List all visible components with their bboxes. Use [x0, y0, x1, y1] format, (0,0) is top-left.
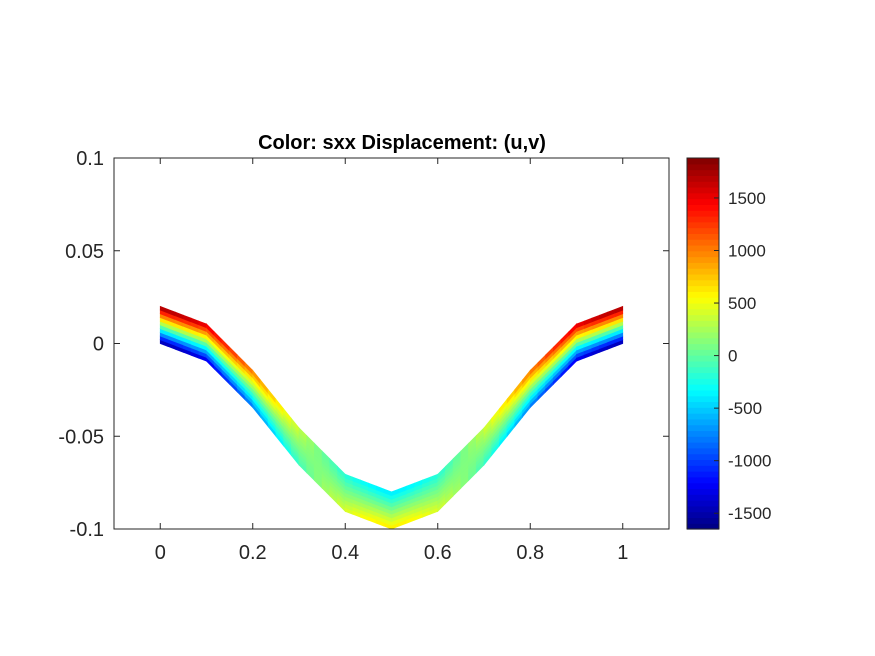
y-tick-label: -0.1 — [70, 519, 104, 541]
colorbar-segment — [687, 447, 719, 455]
colorbar-segment — [687, 389, 719, 397]
colorbar-segment — [687, 175, 719, 182]
colorbar-segment — [687, 227, 719, 234]
colorbar-segment — [687, 320, 719, 327]
colorbar-segment — [687, 471, 719, 478]
colorbar-segment — [687, 482, 719, 490]
colorbar-segment — [687, 192, 719, 200]
colorbar-segment — [687, 256, 719, 263]
colorbar-segment — [687, 517, 719, 524]
colorbar-segment — [687, 158, 719, 165]
colorbar-segment — [687, 210, 719, 217]
colorbar-segment — [687, 494, 719, 501]
colorbar-segment — [687, 297, 719, 304]
x-tick-label: 0.2 — [239, 542, 267, 564]
x-tick-label: 0.4 — [331, 542, 359, 564]
colorbar-segment — [687, 442, 719, 449]
colorbar-segment — [687, 326, 719, 333]
y-tick-label: 0 — [93, 334, 104, 356]
colorbar-segment — [687, 250, 719, 258]
colorbar-segment — [687, 453, 719, 461]
colorbar-segment — [687, 331, 719, 339]
colorbar-segment — [687, 285, 719, 292]
x-tick-label: 0.8 — [516, 542, 544, 564]
colorbar-segment — [687, 198, 719, 205]
colorbar-segment — [687, 413, 719, 420]
x-tick-label: 0 — [155, 542, 166, 564]
colorbar-segment — [687, 360, 719, 368]
y-tick-label: -0.05 — [58, 426, 104, 448]
colorbar-segment — [687, 523, 719, 530]
colorbar: 1500 1000 500 0 -500 -1000 -1500 — [686, 157, 771, 530]
colorbar-frame — [686, 157, 720, 530]
colorbar-segment — [687, 181, 719, 188]
colorbar-tick-label: -1500 — [728, 504, 771, 523]
colorbar-tick-label: -500 — [728, 399, 762, 418]
colorbar-segment — [687, 430, 719, 437]
colorbar-segment — [687, 500, 719, 507]
colorbar-segment — [687, 459, 719, 466]
colorbar-segment — [687, 372, 719, 379]
colorbar-segment — [687, 465, 719, 472]
colorbar-segment — [687, 302, 719, 310]
colorbar-tick-label: 1000 — [728, 241, 766, 260]
colorbar-segment — [687, 314, 719, 321]
colorbar-segment — [687, 407, 719, 414]
colorbar-segment — [687, 273, 719, 281]
colorbar-segment — [687, 262, 719, 269]
colorbar-segment — [687, 204, 719, 211]
colorbar-segment — [687, 215, 719, 223]
chart-title: Color: sxx Displacement: (u,v) — [258, 132, 546, 154]
y-tick-label: 0.05 — [65, 241, 104, 263]
colorbar-tick-label: 1500 — [728, 189, 766, 208]
colorbar-segment — [687, 279, 719, 287]
colorbar-segment — [687, 366, 719, 374]
colorbar-segment — [687, 511, 719, 519]
deformed-beam — [159, 305, 624, 530]
colorbar-segment — [687, 163, 719, 171]
colorbar-segment — [687, 337, 719, 345]
colorbar-segment — [687, 291, 719, 298]
colorbar-segment — [687, 186, 719, 194]
colorbar-segment — [687, 384, 719, 391]
y-tick-label: 0.1 — [76, 148, 104, 170]
colorbar-segment — [687, 401, 719, 408]
colorbar-tick-label: 0 — [728, 347, 737, 366]
colorbar-segment — [687, 505, 719, 513]
colorbar-segment — [687, 169, 719, 176]
colorbar-segment — [687, 355, 719, 362]
colorbar-segment — [687, 349, 719, 356]
colorbar-segment — [687, 239, 719, 246]
colorbar-segment — [687, 418, 719, 426]
colorbar-segment — [687, 436, 719, 443]
colorbar-segment — [687, 395, 719, 403]
x-tick-label: 0.6 — [424, 542, 452, 564]
colorbar-tick-label: -1000 — [728, 452, 771, 471]
beam-element — [614, 305, 624, 314]
x-tick-label: 1 — [617, 542, 628, 564]
colorbar-segment — [687, 221, 719, 229]
colorbar-segment — [687, 424, 719, 432]
colorbar-segment — [687, 343, 719, 350]
colorbar-segment — [687, 488, 719, 495]
colorbar-segment — [687, 476, 719, 484]
colorbar-tick-label: 500 — [728, 294, 756, 313]
plot-axes: 0 0.2 0.4 0.6 0.8 1 0.1 0.05 0 -0.05 -0.1 — [58, 148, 670, 564]
colorbar-segment — [687, 268, 719, 275]
colorbar-segment — [687, 378, 719, 385]
colorbar-segment — [687, 233, 719, 240]
colorbar-segment — [687, 244, 719, 252]
colorbar-segment — [687, 308, 719, 316]
